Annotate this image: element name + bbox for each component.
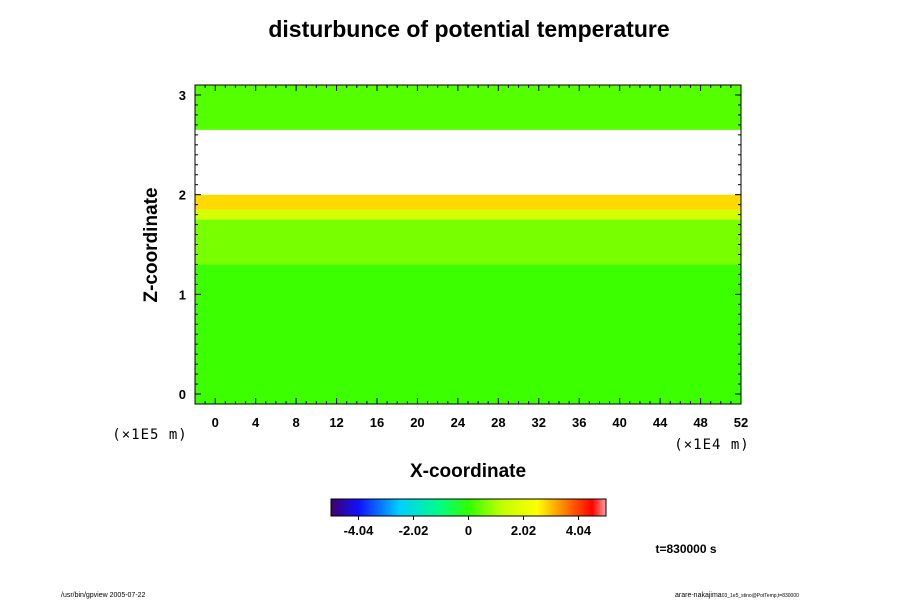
x-axis: 0 4 8 12 16 20 24 28 32 36 40 44 48 52 [194, 85, 748, 430]
y-tick-label: 3 [179, 88, 186, 103]
x-tick-label: 52 [734, 415, 748, 430]
y-axis-unit: (×1E5 m) [112, 427, 187, 443]
x-tick-label: 24 [451, 415, 466, 430]
y-axis: 0 1 2 3 [179, 84, 741, 405]
colorbar [330, 498, 607, 517]
heatmap-cell [195, 194, 741, 210]
heatmap-cell [195, 129, 741, 195]
x-tick-label: 4 [252, 415, 260, 430]
heatmap-field [195, 85, 741, 404]
colorbar-tick-label: -4.04 [344, 523, 374, 538]
heatmap-cell [195, 85, 741, 130]
footer-left: /usr/bin/gpview 2005-07-22 [61, 592, 146, 599]
footer-right-sub: 03_1e5_stino@PotTemp,t=830000 [722, 593, 799, 599]
x-tick-label: 0 [212, 415, 219, 430]
time-label: t=830000 s [655, 542, 716, 556]
colorbar-ticks: -4.04 -2.02 0 2.02 4.04 [344, 516, 592, 538]
x-tick-label: 36 [572, 415, 586, 430]
x-tick-label: 8 [292, 415, 299, 430]
footer-right-main: arare-nakajima [675, 592, 722, 599]
x-tick-label: 44 [653, 415, 668, 430]
y-tick-label: 1 [179, 287, 186, 302]
y-tick-label: 2 [179, 188, 186, 203]
x-axis-label: X-coordinate [410, 461, 526, 482]
y-tick-label: 0 [179, 387, 186, 402]
x-tick-label: 48 [693, 415, 707, 430]
x-tick-label: 28 [491, 415, 505, 430]
colorbar-tick-label: 2.02 [511, 523, 536, 538]
heatmap-cell [195, 264, 741, 404]
colorbar-tick-label: 4.04 [566, 523, 592, 538]
colorbar-tick-label: -2.02 [399, 523, 429, 538]
heatmap-cell [195, 219, 741, 265]
colorbar-tick-label: 0 [465, 523, 472, 538]
heatmap-cell [195, 209, 741, 220]
x-tick-label: 16 [370, 415, 384, 430]
y-axis-label: Z-coordinate [141, 187, 162, 302]
footer-right: arare-nakajima03_1e5_stino@PotTemp,t=830… [675, 592, 799, 599]
chart-title: disturbunce of potential temperature [268, 16, 669, 42]
x-axis-unit: (×1E4 m) [674, 437, 749, 453]
x-tick-label: 20 [410, 415, 424, 430]
x-tick-label: 40 [612, 415, 626, 430]
x-tick-label: 32 [532, 415, 546, 430]
x-tick-label: 12 [329, 415, 343, 430]
